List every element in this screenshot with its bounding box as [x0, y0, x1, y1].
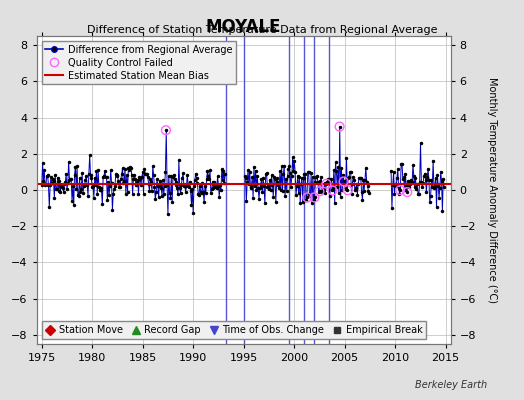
Text: Berkeley Earth: Berkeley Earth [415, 380, 487, 390]
Point [396, 187, 405, 193]
Point [329, 187, 337, 194]
Point [403, 189, 411, 195]
Point [303, 194, 311, 201]
Text: Difference of Station Temperature Data from Regional Average: Difference of Station Temperature Data f… [87, 25, 437, 35]
Point [310, 194, 319, 201]
Title: MOYALE: MOYALE [206, 18, 281, 36]
Point [340, 178, 348, 185]
Point [343, 187, 352, 194]
Point [335, 123, 344, 130]
Point [162, 127, 170, 134]
Point [315, 188, 324, 194]
Y-axis label: Monthly Temperature Anomaly Difference (°C): Monthly Temperature Anomaly Difference (… [487, 77, 497, 303]
Legend: Station Move, Record Gap, Time of Obs. Change, Empirical Break: Station Move, Record Gap, Time of Obs. C… [41, 321, 427, 339]
Point [322, 180, 331, 187]
